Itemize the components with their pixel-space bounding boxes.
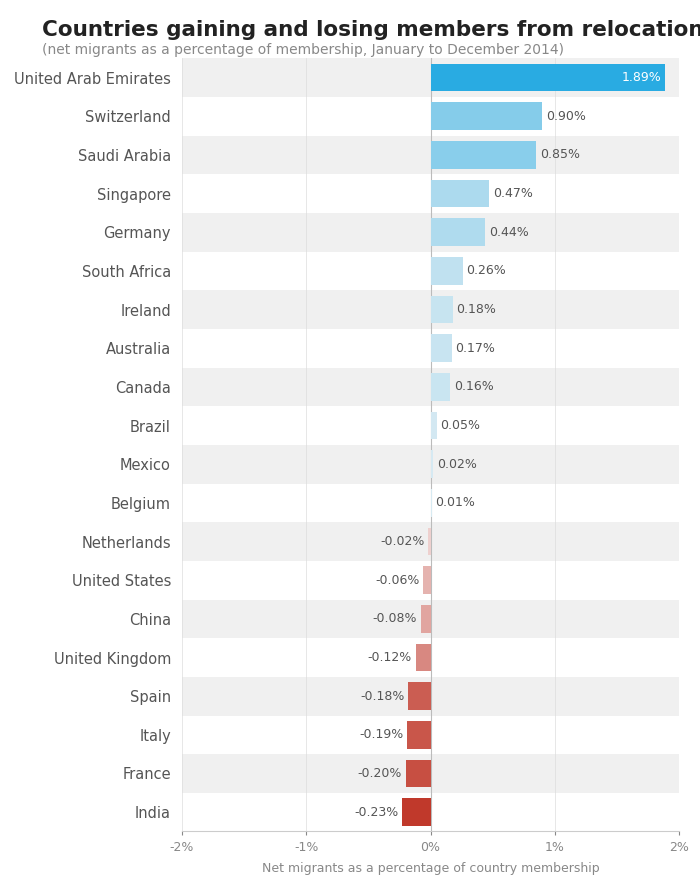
Text: 0.01%: 0.01%: [435, 496, 475, 509]
Text: 0.02%: 0.02%: [437, 458, 477, 470]
Bar: [182, 676, 679, 716]
Bar: [406, 760, 430, 788]
Bar: [430, 451, 433, 478]
Bar: [182, 97, 679, 135]
Text: Countries gaining and losing members from relocation: Countries gaining and losing members fro…: [42, 20, 700, 39]
Bar: [182, 793, 679, 831]
Bar: [182, 754, 679, 793]
Text: -0.02%: -0.02%: [380, 535, 424, 548]
Bar: [430, 334, 452, 362]
Text: 0.16%: 0.16%: [454, 381, 494, 393]
Bar: [430, 64, 665, 91]
Text: -0.23%: -0.23%: [354, 806, 398, 819]
Text: -0.08%: -0.08%: [372, 612, 416, 625]
Bar: [423, 566, 430, 594]
Bar: [430, 411, 437, 439]
Text: 1.89%: 1.89%: [622, 71, 662, 84]
Bar: [428, 528, 430, 556]
Bar: [430, 141, 536, 168]
Text: -0.06%: -0.06%: [375, 573, 419, 587]
Bar: [182, 484, 679, 522]
Text: 0.85%: 0.85%: [540, 149, 580, 161]
Bar: [182, 58, 679, 97]
Bar: [416, 643, 430, 671]
Text: -0.12%: -0.12%: [368, 651, 412, 664]
Bar: [182, 638, 679, 676]
Text: 0.05%: 0.05%: [440, 419, 480, 432]
Bar: [430, 179, 489, 208]
Bar: [430, 257, 463, 285]
Text: 0.17%: 0.17%: [456, 341, 495, 355]
Bar: [182, 252, 679, 290]
Bar: [182, 716, 679, 754]
Bar: [182, 135, 679, 174]
Bar: [182, 522, 679, 561]
Bar: [430, 296, 453, 323]
Bar: [182, 599, 679, 638]
Bar: [182, 444, 679, 484]
Text: 0.90%: 0.90%: [546, 109, 586, 123]
Bar: [182, 174, 679, 213]
Bar: [182, 406, 679, 444]
Text: 0.44%: 0.44%: [489, 226, 528, 238]
Bar: [182, 290, 679, 329]
Text: (net migrants as a percentage of membership, January to December 2014): (net migrants as a percentage of members…: [42, 43, 564, 57]
Bar: [421, 605, 430, 633]
Bar: [182, 367, 679, 406]
Bar: [182, 561, 679, 599]
Bar: [182, 329, 679, 367]
Text: -0.20%: -0.20%: [358, 767, 402, 780]
Bar: [402, 798, 430, 826]
Bar: [407, 721, 430, 749]
Bar: [430, 373, 450, 401]
Bar: [430, 102, 542, 130]
Bar: [430, 219, 485, 246]
X-axis label: Net migrants as a percentage of country membership: Net migrants as a percentage of country …: [262, 862, 599, 874]
Bar: [182, 213, 679, 252]
Text: -0.18%: -0.18%: [360, 690, 405, 702]
Bar: [430, 489, 432, 517]
Text: -0.19%: -0.19%: [359, 728, 403, 741]
Text: 0.26%: 0.26%: [466, 264, 506, 278]
Text: 0.47%: 0.47%: [493, 187, 533, 200]
Text: 0.18%: 0.18%: [456, 303, 496, 316]
Bar: [408, 682, 430, 711]
